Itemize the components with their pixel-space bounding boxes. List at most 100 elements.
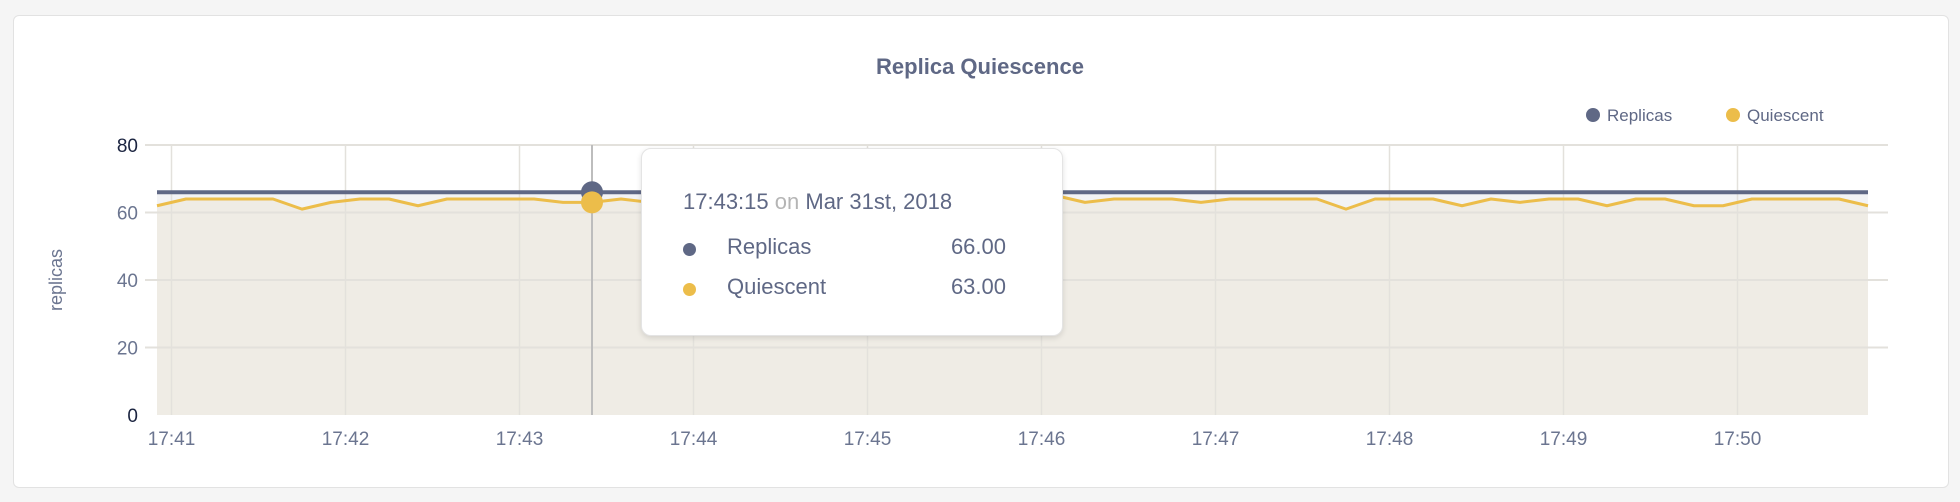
quiescent-point[interactable]: [386, 196, 392, 202]
quiescent-point[interactable]: [444, 196, 450, 202]
replicas-point[interactable]: [1314, 189, 1320, 195]
replicas-point[interactable]: [1604, 189, 1610, 195]
y-tick-label: 20: [117, 339, 138, 360]
quiescent-point[interactable]: [183, 196, 189, 202]
quiescent-point[interactable]: [1604, 203, 1610, 209]
x-tick-label: 17:48: [1366, 429, 1414, 450]
replicas-point[interactable]: [1401, 189, 1407, 195]
quiescent-point[interactable]: [1372, 196, 1378, 202]
quiescent-dot-icon: [683, 283, 696, 296]
quiescent-point[interactable]: [1343, 206, 1349, 212]
quiescent-point[interactable]: [1836, 196, 1842, 202]
legend: Replicas Quiescent: [1586, 106, 1824, 125]
quiescent-point[interactable]: [357, 196, 363, 202]
replicas-point[interactable]: [444, 189, 450, 195]
replicas-point[interactable]: [1227, 189, 1233, 195]
replicas-point[interactable]: [473, 189, 479, 195]
quiescent-point[interactable]: [1517, 199, 1523, 205]
replicas-point[interactable]: [1343, 189, 1349, 195]
quiescent-point[interactable]: [1140, 196, 1146, 202]
replicas-point[interactable]: [560, 189, 566, 195]
quiescent-point[interactable]: [1082, 199, 1088, 205]
quiescent-point[interactable]: [415, 203, 421, 209]
replicas-point[interactable]: [1111, 189, 1117, 195]
quiescent-point[interactable]: [1198, 199, 1204, 205]
quiescent-point[interactable]: [299, 206, 305, 212]
replicas-point[interactable]: [1662, 189, 1668, 195]
quiescent-point[interactable]: [1401, 196, 1407, 202]
quiescent-point[interactable]: [270, 196, 276, 202]
quiescent-point[interactable]: [1459, 203, 1465, 209]
replicas-point[interactable]: [618, 189, 624, 195]
replicas-point[interactable]: [1285, 189, 1291, 195]
replicas-point[interactable]: [1575, 189, 1581, 195]
legend-item-quiescent[interactable]: Quiescent: [1747, 106, 1824, 125]
quiescent-point[interactable]: [1488, 196, 1494, 202]
replicas-point[interactable]: [1517, 189, 1523, 195]
quiescent-point[interactable]: [1720, 203, 1726, 209]
quiescent-point[interactable]: [560, 199, 566, 205]
quiescent-point[interactable]: [154, 203, 160, 209]
quiescent-point[interactable]: [1865, 203, 1871, 209]
replicas-point[interactable]: [1720, 189, 1726, 195]
quiescent-point[interactable]: [1633, 196, 1639, 202]
replicas-point[interactable]: [1082, 189, 1088, 195]
replicas-point[interactable]: [1372, 189, 1378, 195]
replicas-point[interactable]: [1778, 189, 1784, 195]
replicas-point[interactable]: [502, 189, 508, 195]
replicas-point[interactable]: [531, 189, 537, 195]
replicas-point[interactable]: [1749, 189, 1755, 195]
replicas-point[interactable]: [1140, 189, 1146, 195]
tooltip-time: 17:43:15: [683, 189, 769, 214]
quiescent-point[interactable]: [1169, 196, 1175, 202]
tooltip-title: 17:43:15 on Mar 31st, 2018: [683, 189, 952, 215]
legend-item-replicas[interactable]: Replicas: [1607, 106, 1672, 125]
replicas-point[interactable]: [1256, 189, 1262, 195]
quiescent-point[interactable]: [241, 196, 247, 202]
quiescent-point[interactable]: [1314, 196, 1320, 202]
replicas-point[interactable]: [1430, 189, 1436, 195]
replicas-point[interactable]: [299, 189, 305, 195]
replicas-point[interactable]: [183, 189, 189, 195]
replicas-point[interactable]: [328, 189, 334, 195]
quiescent-point[interactable]: [531, 196, 537, 202]
replicas-point[interactable]: [1488, 189, 1494, 195]
quiescent-point[interactable]: [1256, 196, 1262, 202]
quiescent-point[interactable]: [1662, 196, 1668, 202]
quiescent-point[interactable]: [502, 196, 508, 202]
replicas-point[interactable]: [1807, 189, 1813, 195]
replicas-point[interactable]: [1546, 189, 1552, 195]
quiescent-point[interactable]: [1111, 196, 1117, 202]
replicas-point[interactable]: [1691, 189, 1697, 195]
replicas-point[interactable]: [212, 189, 218, 195]
replicas-point[interactable]: [1459, 189, 1465, 195]
quiescent-point[interactable]: [1807, 196, 1813, 202]
x-tick-label: 17:46: [1018, 429, 1066, 450]
replicas-point[interactable]: [1169, 189, 1175, 195]
quiescent-point[interactable]: [1691, 203, 1697, 209]
replicas-point[interactable]: [357, 189, 363, 195]
x-tick-label: 17:49: [1540, 429, 1588, 450]
quiescent-point[interactable]: [1749, 196, 1755, 202]
quiescent-point[interactable]: [212, 196, 218, 202]
y-axis-label: replicas: [46, 249, 66, 311]
quiescent-point[interactable]: [1227, 196, 1233, 202]
replicas-point[interactable]: [1836, 189, 1842, 195]
quiescent-point[interactable]: [1285, 196, 1291, 202]
replicas-point[interactable]: [1633, 189, 1639, 195]
replicas-point[interactable]: [154, 189, 160, 195]
quiescent-point[interactable]: [1546, 196, 1552, 202]
replicas-point[interactable]: [241, 189, 247, 195]
quiescent-point[interactable]: [1575, 196, 1581, 202]
replicas-point[interactable]: [270, 189, 276, 195]
replicas-point[interactable]: [1865, 189, 1871, 195]
quiescent-point[interactable]: [328, 199, 334, 205]
replicas-point[interactable]: [415, 189, 421, 195]
quiescent-point[interactable]: [1430, 196, 1436, 202]
replicas-point[interactable]: [1198, 189, 1204, 195]
replicas-point[interactable]: [386, 189, 392, 195]
tooltip-on: on: [774, 189, 800, 214]
quiescent-point[interactable]: [618, 196, 624, 202]
quiescent-point[interactable]: [1778, 196, 1784, 202]
quiescent-point[interactable]: [473, 196, 479, 202]
